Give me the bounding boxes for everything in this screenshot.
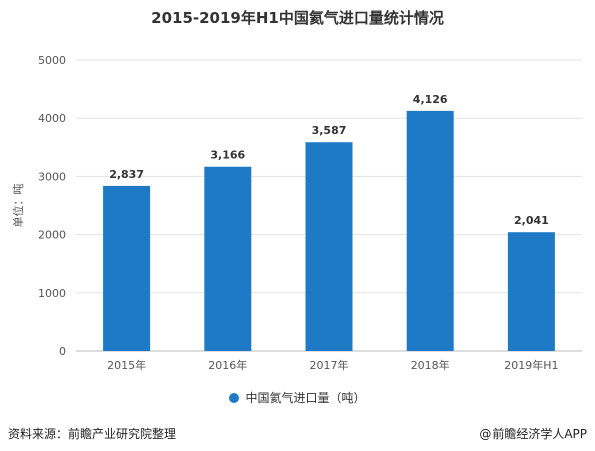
legend-label: 中国氦气进口量（吨） bbox=[245, 391, 366, 405]
data-label: 4,126 bbox=[413, 93, 448, 106]
y-tick-label: 2000 bbox=[38, 229, 66, 242]
x-tick-label: 2017年 bbox=[310, 358, 349, 372]
bar bbox=[204, 166, 252, 351]
legend: 中国氦气进口量（吨） bbox=[0, 389, 595, 406]
brand-label: 前瞻经济学人APP bbox=[492, 427, 587, 441]
legend-swatch bbox=[229, 393, 240, 403]
data-label: 3,166 bbox=[210, 149, 245, 162]
x-tick-label: 2018年 bbox=[411, 358, 450, 372]
at-icon: @ bbox=[479, 427, 492, 441]
bars bbox=[103, 110, 555, 352]
y-tick-label: 4000 bbox=[38, 112, 66, 125]
data-label: 2,041 bbox=[514, 214, 549, 227]
bar bbox=[507, 232, 555, 351]
data-label: 3,587 bbox=[312, 124, 347, 137]
x-tick-label: 2019年H1 bbox=[504, 358, 558, 372]
y-axis-label: 单位：吨 bbox=[11, 184, 25, 228]
x-axis-ticks: 2015年 2016年 2017年 2018年 2019年H1 bbox=[107, 358, 558, 372]
y-tick-label: 3000 bbox=[38, 170, 66, 183]
y-tick-label: 0 bbox=[59, 345, 66, 358]
y-tick-label: 5000 bbox=[38, 54, 66, 67]
brand-credit: @前瞻经济学人APP bbox=[479, 425, 587, 442]
y-tick-label: 1000 bbox=[38, 287, 66, 300]
source-note: 资料来源：前瞻产业研究院整理 bbox=[8, 427, 177, 441]
bar bbox=[305, 142, 353, 351]
y-axis-ticks: 0 1000 2000 3000 4000 5000 bbox=[38, 54, 66, 358]
bar bbox=[406, 110, 454, 352]
x-tick-label: 2016年 bbox=[208, 358, 247, 372]
chart-title: 2015-2019年H1中国氦气进口量统计情况 bbox=[151, 9, 444, 27]
bar bbox=[103, 185, 151, 351]
x-tick-label: 2015年 bbox=[107, 358, 146, 372]
data-label: 2,837 bbox=[109, 168, 144, 181]
data-labels: 2,837 3,166 3,587 4,126 2,041 bbox=[109, 93, 549, 227]
bar-chart: 0 1000 2000 3000 4000 5000 2,837 3,166 3,587 4,1… bbox=[11, 54, 582, 372]
